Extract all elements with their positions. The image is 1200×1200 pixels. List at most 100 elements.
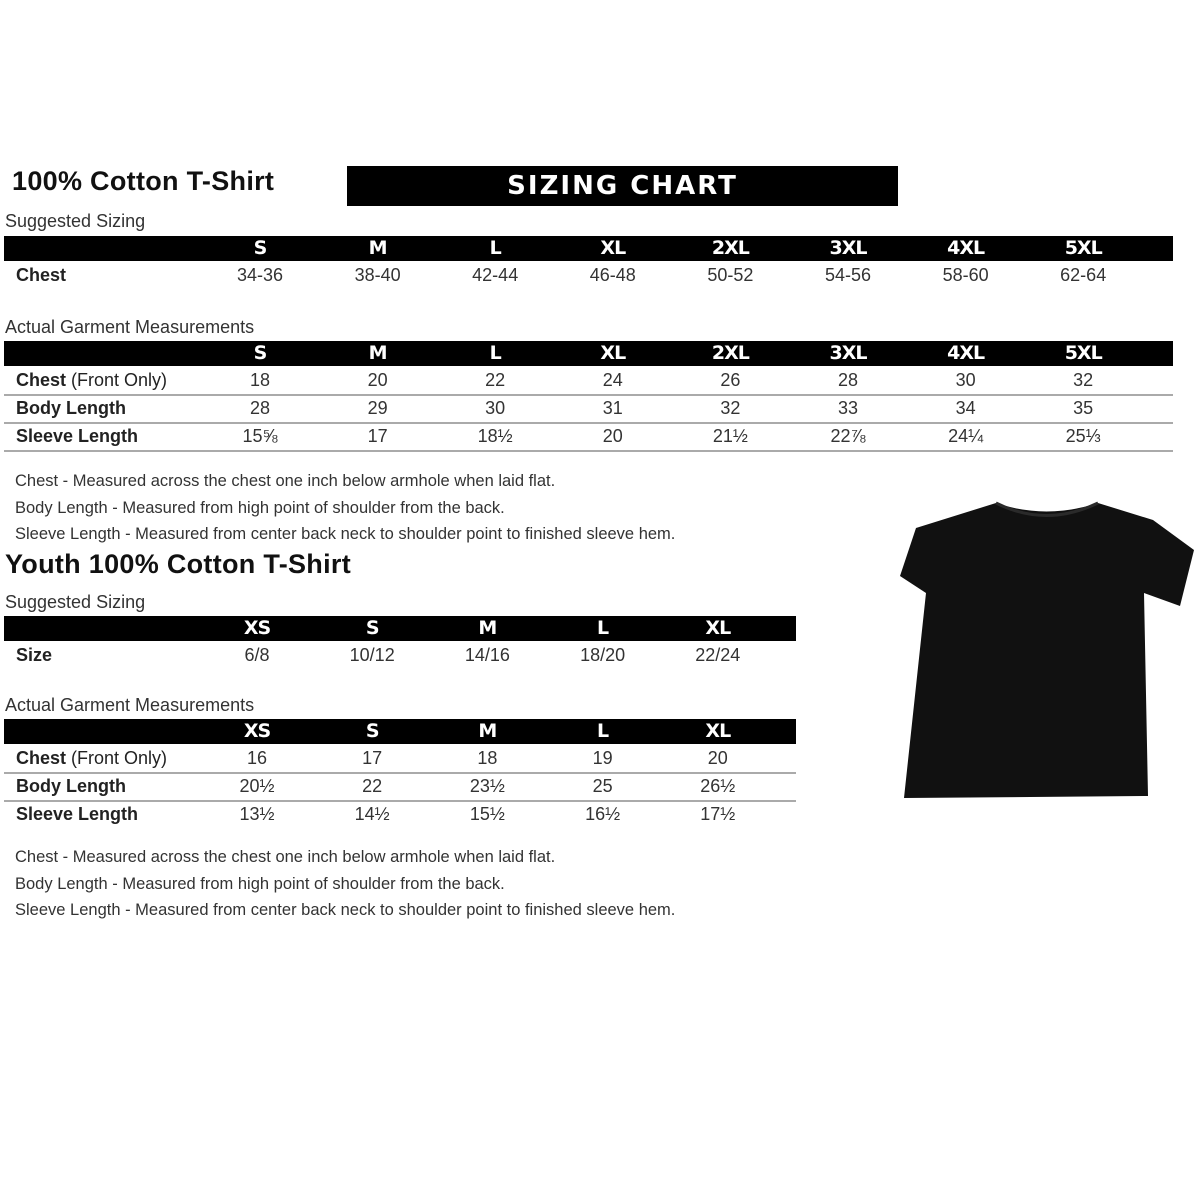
cell-m: 15½ [469,804,505,824]
size-header-3xl: 3XL [829,237,868,259]
row-label: Chest [16,261,66,289]
table-row: Sleeve Length 15⅝ 17 18½ 20 21½ 22⅞ 24¼ 25⅓ [4,422,1173,452]
note-sleeve-length: Sleeve Length - Measured from center bac… [15,525,676,543]
cell-l: 16½ [585,804,621,824]
cell-xs: 13½ [239,804,275,824]
cell-3xl: 22⅞ [830,426,866,446]
row-label-text: Chest [16,748,67,768]
size-header-xs: XS [243,720,271,742]
table-row: Chest 34-36 38-40 42-44 46-48 50-52 54-56 58-60… [4,261,1173,289]
size-header-s: S [365,720,380,742]
row-label: Body Length [16,772,126,800]
cell-m: 38-40 [354,265,401,285]
cell-xl: 24 [602,370,623,390]
size-header-2xl: 2XL [711,237,750,259]
size-header-xl: XL [600,237,626,259]
row-label-suffix: (Front Only) [66,748,168,768]
cell-5xl: 62-64 [1060,265,1107,285]
cell-l: 25 [592,776,613,796]
size-header-row: XS S M L XL [4,719,796,744]
cell-m: 29 [367,398,388,418]
size-header-4xl: 4XL [947,342,985,364]
row-label-text: Body Length [16,776,126,796]
cell-xl: 20 [602,426,623,446]
cell-m: 20 [367,370,388,390]
size-header-row: S M L XL 2XL 3XL 4XL 5XL [4,236,1173,261]
size-header-m: M [478,617,497,639]
row-label: Chest (Front Only) [16,366,167,394]
table-row: Body Length 28 29 30 31 32 33 34 35 [4,394,1173,424]
row-label-text: Chest [16,370,67,390]
tshirt-image [900,501,1194,798]
size-header-l: L [597,720,609,742]
cell-4xl: 30 [955,370,976,390]
cell-l: 19 [592,748,613,768]
row-label-text: Size [16,645,53,665]
adult-notes: Chest - Measured across the chest one in… [15,468,675,548]
size-header-xl: XL [705,617,731,639]
note-body-length: Body Length - Measured from high point o… [15,498,505,517]
size-header-3xl: 3XL [829,342,868,364]
size-header-4xl: 4XL [947,237,985,259]
adult-title: 100% Cotton T-Shirt [12,166,275,196]
size-header-l: L [489,237,502,259]
row-label-text: Body Length [16,398,126,418]
cell-s: 34-36 [236,265,284,285]
cell-m: 14/16 [464,645,510,665]
size-header-2xl: 2XL [711,342,750,364]
table-row: Sleeve Length 13½ 14½ 15½ 16½ 17½ [4,800,796,828]
cell-5xl: 32 [1073,370,1094,390]
size-header-row: XS S M L XL [4,616,796,641]
cell-4xl: 34 [955,398,976,418]
size-header-5xl: 5XL [1064,237,1103,259]
note-sleeve-length: Sleeve Length - Measured from center bac… [15,901,676,919]
cell-s: 17 [362,748,383,768]
cell-xl: 46-48 [589,265,636,285]
size-header-row: S M L XL 2XL 3XL 4XL 5XL [4,341,1173,366]
cell-xs: 20½ [239,776,275,796]
cell-xs: 16 [246,748,268,768]
note-body-length: Body Length - Measured from high point o… [15,874,505,893]
cell-5xl: 35 [1073,398,1094,418]
cell-2xl: 26 [720,370,741,390]
size-header-m: M [478,720,497,742]
cell-4xl: 58-60 [942,265,989,285]
youth-notes: Chest - Measured across the chest one in… [15,844,675,924]
cell-s: 18 [249,370,271,390]
cell-m: 18 [477,748,498,768]
cell-s: 22 [362,776,383,796]
note-chest: Chest - Measured across the chest one in… [15,472,556,490]
row-label: Sleeve Length [16,800,138,828]
cell-s: 28 [249,398,271,418]
size-header-m: M [368,342,388,364]
size-header-xs: XS [243,617,271,639]
note-chest: Chest - Measured across the chest one in… [15,848,556,866]
cell-s: 10/12 [349,645,395,665]
cell-3xl: 28 [837,370,859,390]
cell-xl: 26½ [700,776,736,796]
row-label: Size [16,641,52,669]
cell-m: 17 [367,426,388,446]
youth-actual-label: Actual Garment Measurements [5,695,255,715]
cell-s: 14½ [354,804,390,824]
cell-xl: 22/24 [695,645,741,665]
cell-2xl: 32 [720,398,741,418]
cell-5xl: 25⅓ [1065,426,1101,446]
size-header-m: M [368,237,388,259]
row-label: Sleeve Length [16,422,138,450]
cell-2xl: 21½ [712,426,748,446]
size-header-xl: XL [705,720,731,742]
size-header-s: S [253,237,268,259]
size-header-l: L [489,342,502,364]
youth-title: Youth 100% Cotton T-Shirt [5,549,351,579]
cell-xl: 20 [707,748,728,768]
cell-l: 18½ [477,426,513,446]
row-label-suffix: (Front Only) [66,370,168,390]
size-header-5xl: 5XL [1064,342,1103,364]
cell-3xl: 33 [837,398,859,418]
cell-4xl: 24¼ [948,426,984,446]
cell-2xl: 50-52 [707,265,754,285]
table-row: Chest (Front Only) 16 17 18 19 20 [4,744,796,774]
cell-l: 18/20 [580,645,626,665]
table-row: Chest (Front Only) 18 20 22 24 26 28 30 32 [4,366,1173,396]
